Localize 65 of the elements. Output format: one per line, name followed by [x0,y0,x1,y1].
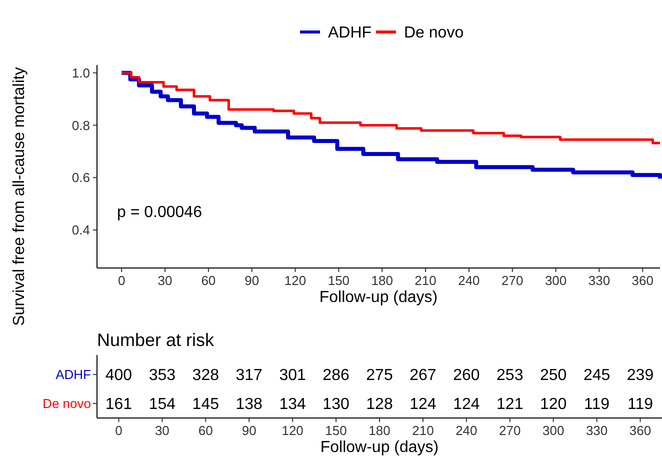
x-tick-label: 90 [242,423,256,438]
data-label: 154 [148,396,176,414]
x-tick-label: 30 [154,423,170,438]
data-label: 250 [540,367,567,384]
data-label: 119 [628,396,654,414]
y-tick-label: 0.6 [72,170,90,186]
data-label: 119 [584,396,610,414]
data-label: 353 [148,367,176,384]
x-axis-title: Follow-up (days) [320,439,439,456]
y-tick-label: ADHF [56,367,92,382]
data-label: 121 [496,396,524,414]
data-label: 128 [366,396,393,414]
x-tick-label: 330 [586,423,608,438]
x-tick-label: 270 [502,273,524,288]
legend-label: ADHF [328,24,372,42]
data-label: 138 [236,396,263,414]
data-label: 328 [192,367,220,384]
x-tick-label: 0 [118,273,126,288]
x-tick-label: 0 [115,423,122,438]
data-label: 400 [105,367,132,384]
x-tick-label: 270 [499,423,521,438]
x-tick-label: 300 [544,273,567,288]
x-tick-label: 120 [284,273,306,288]
data-label: 239 [626,367,654,384]
data-label: 145 [192,396,220,414]
data-label: 134 [279,396,306,414]
data-label: 124 [410,396,436,414]
x-tick-label: 90 [244,273,260,288]
x-tick-label: 150 [325,423,347,438]
x-tick-label: 240 [458,273,480,288]
data-label: 161 [105,396,132,414]
x-tick-label: 240 [456,423,478,438]
chart-title: Number at risk [97,330,216,350]
x-tick-label: 60 [201,273,216,288]
x-tick-label: 30 [158,273,172,288]
data-label: 120 [540,396,567,414]
y-axis-title: Survival free from all-cause mortality [11,67,28,326]
x-tick-label: 180 [371,273,393,288]
y-tick-label: De novo [42,396,91,412]
data-label: 301 [279,367,306,384]
x-tick-label: 360 [632,273,654,288]
data-label: 260 [453,367,480,384]
x-tick-label: 120 [282,423,304,438]
data-label: 130 [322,396,350,414]
data-label: 275 [366,367,393,384]
y-tick-label: 1.0 [72,65,90,80]
data-label: 317 [236,367,263,384]
x-tick-label: 210 [414,273,436,288]
data-label: 245 [583,367,610,384]
y-tick-label: 0.8 [72,118,90,133]
data-label: 124 [453,396,480,414]
x-tick-label: 180 [368,423,390,438]
x-tick-label: 300 [542,423,564,438]
x-tick-label: 330 [588,273,610,288]
data-label: 286 [322,367,350,384]
annotation: p = 0.00046 [117,204,202,221]
x-axis-title: Follow-up (days) [319,289,438,306]
x-tick-label: 360 [629,423,652,438]
y-tick-label: 0.4 [72,222,90,238]
x-tick-label: 150 [328,273,350,288]
data-label: 267 [410,367,436,384]
x-tick-label: 210 [412,423,434,438]
legend-label: De novo [404,24,464,42]
x-tick-label: 60 [198,423,213,438]
data-label: 253 [496,367,524,384]
